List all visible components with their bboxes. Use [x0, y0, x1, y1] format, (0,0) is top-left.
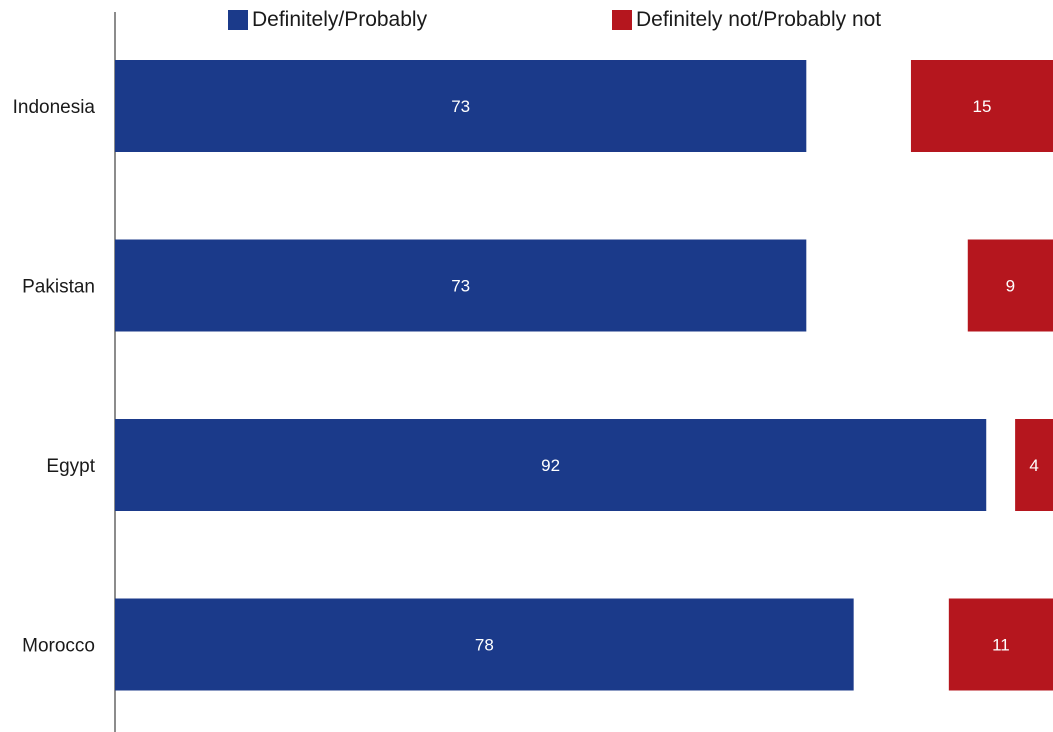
- bar-pakistan-series-2: [967, 239, 1053, 332]
- value-label-pakistan-series-1: 73: [451, 277, 470, 296]
- legend-label-series-2: Definitely not/Probably not: [636, 8, 882, 31]
- bar-morocco-series-1: [115, 598, 854, 691]
- legend-swatch-series-2: [612, 10, 632, 30]
- value-label-egypt-series-1: 92: [541, 456, 560, 475]
- value-label-morocco-series-2: 11: [992, 636, 1010, 655]
- legend-swatch-series-1: [228, 10, 248, 30]
- bar-egypt-series-2: [1015, 419, 1053, 511]
- bar-morocco-series-2: [948, 598, 1053, 691]
- bar-indonesia-series-1: [115, 60, 807, 152]
- value-label-pakistan-series-2: 9: [1006, 277, 1015, 296]
- legend-label-series-1: Definitely/Probably: [252, 8, 428, 31]
- value-label-egypt-series-2: 4: [1029, 456, 1038, 475]
- bar-indonesia-series-2: [910, 60, 1053, 152]
- value-label-indonesia-series-2: 15: [973, 97, 992, 116]
- value-label-indonesia-series-1: 73: [451, 97, 470, 116]
- category-label-egypt: Egypt: [46, 456, 95, 477]
- legend-item-series-1: Definitely/Probably: [228, 8, 427, 32]
- bar-pakistan-series-1: [115, 239, 807, 332]
- category-label-morocco: Morocco: [22, 636, 95, 657]
- value-label-morocco-series-1: 78: [475, 636, 494, 655]
- category-label-indonesia: Indonesia: [13, 97, 96, 118]
- legend-item-series-2: Definitely not/Probably not: [612, 8, 881, 32]
- bar-egypt-series-1: [115, 419, 987, 511]
- category-label-pakistan: Pakistan: [22, 277, 95, 298]
